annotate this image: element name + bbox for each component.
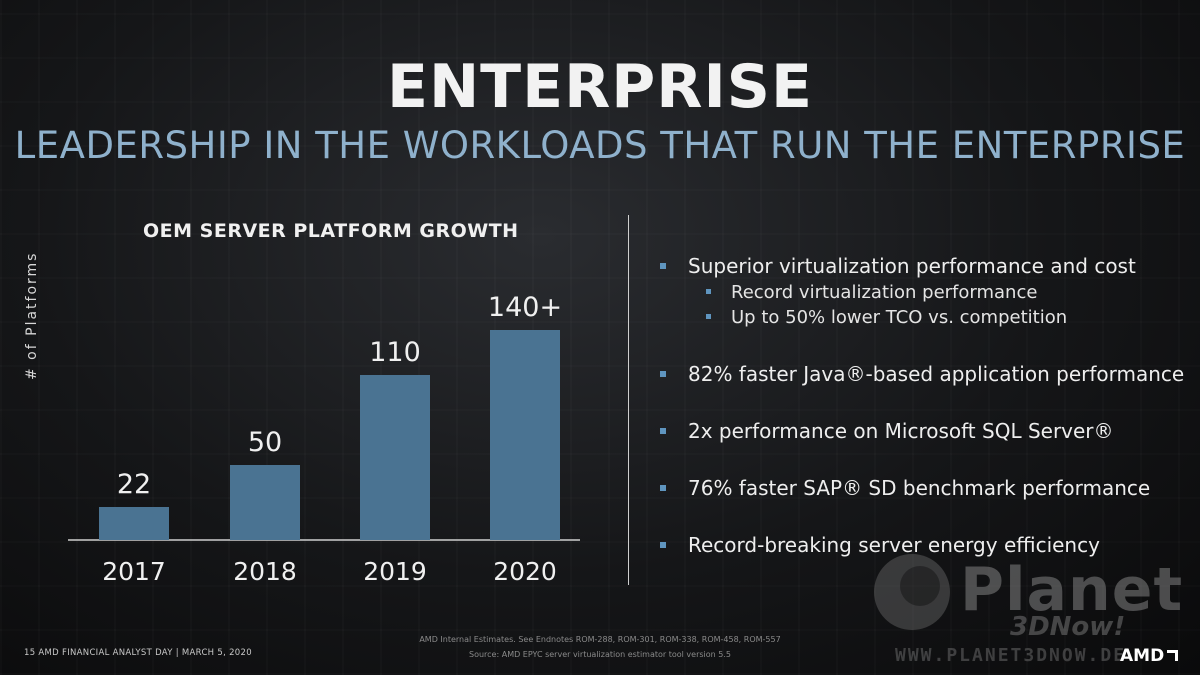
- watermark-url: WWW.PLANET3DNOW.DE: [895, 645, 1127, 666]
- bullet-item: 76% faster SAP® SD benchmark performance: [660, 476, 1150, 500]
- amd-logo: AMD: [1120, 646, 1179, 666]
- watermark-logo-icon: [874, 554, 950, 630]
- footnote: AMD Internal Estimates. See Endnotes ROM…: [380, 632, 820, 662]
- bullet-item: Superior virtualization performance and …: [660, 254, 1136, 278]
- x-tick-2017: 2017: [102, 557, 166, 586]
- watermark-subtext: 3DNow!: [1010, 612, 1126, 642]
- bullet-square-icon: [660, 541, 666, 548]
- x-tick-2020: 2020: [493, 557, 557, 586]
- bar-2019: [360, 375, 430, 540]
- bar-2017: [99, 507, 169, 540]
- page-title: ENTERPRISE: [386, 52, 813, 122]
- vertical-divider: [628, 215, 629, 585]
- x-tick-2018: 2018: [233, 557, 297, 586]
- bullet-square-icon: [660, 427, 666, 434]
- bullet-square-icon: [706, 313, 711, 319]
- footnote-line: AMD Internal Estimates. See Endnotes ROM…: [419, 635, 781, 644]
- watermark-text: Planet: [960, 555, 1184, 625]
- sub-bullet-item: Record virtualization performance: [706, 282, 1037, 303]
- footnote-line: Source: AMD EPYC server virtualization e…: [469, 650, 731, 659]
- footer-left: 15 AMD FINANCIAL ANALYST DAY | MARCH 5, …: [24, 648, 252, 658]
- sub-bullet-item: Up to 50% lower TCO vs. competition: [706, 307, 1067, 328]
- bullet-square-icon: [660, 262, 666, 269]
- bullet-item: Record-breaking server energy efficiency: [660, 533, 1100, 557]
- data-label-2020: 140+: [488, 292, 562, 323]
- data-label-2017: 22: [117, 469, 151, 500]
- bar-2020: [490, 330, 560, 540]
- bar-2018: [230, 465, 300, 540]
- bullet-square-icon: [706, 288, 711, 294]
- amd-arrow-icon: [1167, 650, 1179, 661]
- bullet-square-icon: [660, 370, 666, 377]
- chart-title: OEM SERVER PLATFORM GROWTH: [143, 220, 519, 242]
- bullet-item: 82% faster Java®-based application perfo…: [660, 362, 1184, 386]
- page-subtitle: LEADERSHIP IN THE WORKLOADS THAT RUN THE…: [14, 124, 1186, 167]
- bar-chart: 22 2017 50 2018 110 2019 140+ 2020: [68, 292, 580, 586]
- bullet-square-icon: [660, 484, 666, 491]
- data-label-2018: 50: [248, 427, 282, 458]
- bullet-item: 2x performance on Microsoft SQL Server®: [660, 419, 1114, 443]
- x-tick-2019: 2019: [363, 557, 427, 586]
- data-label-2019: 110: [369, 337, 421, 368]
